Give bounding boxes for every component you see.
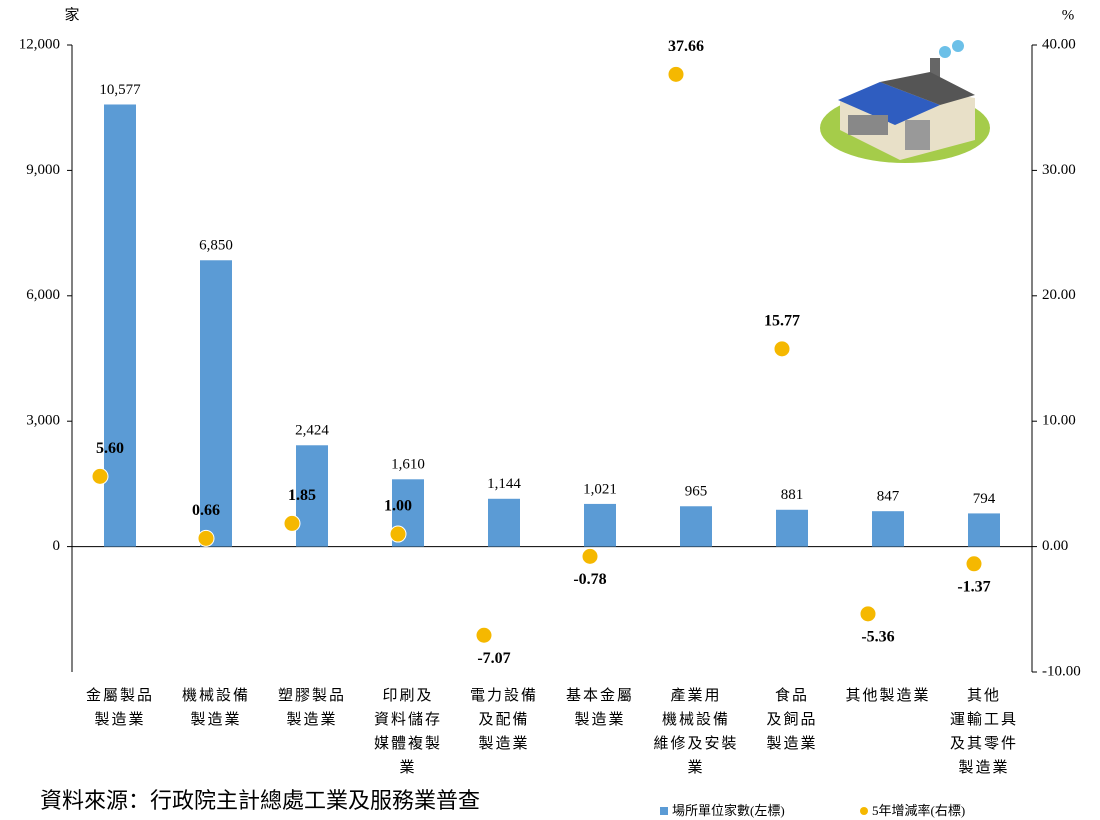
rate-dot bbox=[389, 525, 407, 543]
bar-value-label: 6,850 bbox=[199, 238, 233, 254]
source-note: 資料來源：行政院主計總處工業及服務業普查 bbox=[40, 788, 480, 813]
rate-value-label: -1.37 bbox=[957, 578, 990, 595]
x-tick-label: 印刷及 資料儲存 媒體複製 業 bbox=[373, 688, 442, 776]
x-tick-label: 其他製造業 bbox=[845, 688, 931, 704]
x-tick-label: 塑膠製品 製造業 bbox=[277, 688, 346, 728]
legend-label: 5年增減率(右標) bbox=[872, 803, 965, 818]
x-tick-label: 食品 及飼品 製造業 bbox=[766, 688, 818, 752]
rate-dot bbox=[581, 547, 599, 565]
bar bbox=[968, 513, 1000, 547]
bar bbox=[296, 445, 328, 547]
y-tick-label: 0 bbox=[53, 538, 61, 554]
x-tick-label: 其他 運輸工具 及其零件 製造業 bbox=[949, 688, 1018, 776]
rate-value-label: 37.66 bbox=[668, 38, 704, 55]
bar-value-label: 847 bbox=[877, 489, 900, 505]
bar bbox=[776, 509, 808, 547]
rate-value-label: -5.36 bbox=[861, 628, 894, 645]
bar-value-label: 1,144 bbox=[487, 476, 521, 492]
rate-dot bbox=[965, 555, 983, 573]
rate-value-label: 15.77 bbox=[764, 313, 800, 330]
y2-tick-label: 20.00 bbox=[1042, 287, 1076, 303]
bar-value-label: 965 bbox=[685, 484, 708, 500]
x-tick-label: 產業用 機械設備 維修及安裝 業 bbox=[653, 688, 739, 776]
bar bbox=[488, 498, 520, 547]
bar bbox=[680, 506, 712, 547]
x-tick-label: 金屬製品 製造業 bbox=[85, 688, 154, 728]
y-tick-label: 12,000 bbox=[19, 36, 60, 52]
bar-value-label: 881 bbox=[781, 487, 804, 503]
y-tick-label: 6,000 bbox=[26, 287, 60, 303]
rate-dot bbox=[283, 514, 301, 532]
rate-value-label: -0.78 bbox=[573, 571, 606, 588]
y2-axis-label: % bbox=[1062, 7, 1075, 23]
bar bbox=[200, 260, 232, 547]
bar-value-label: 1,610 bbox=[391, 457, 425, 473]
legend-marker bbox=[660, 807, 668, 815]
y-axis-label: 家 bbox=[64, 6, 79, 23]
bar-value-label: 1,021 bbox=[583, 481, 617, 497]
legend-label: 場所單位家數(左標) bbox=[672, 803, 785, 818]
y2-tick-label: 10.00 bbox=[1042, 413, 1076, 429]
y2-tick-label: 30.00 bbox=[1042, 162, 1076, 178]
y2-tick-label: 40.00 bbox=[1042, 36, 1076, 52]
y2-tick-label: 0.00 bbox=[1042, 538, 1068, 554]
bar-value-label: 2,424 bbox=[295, 423, 329, 439]
x-tick-label: 電力設備 及配備 製造業 bbox=[469, 688, 538, 752]
legend-marker bbox=[860, 807, 868, 815]
rate-value-label: 5.60 bbox=[96, 440, 124, 457]
bar bbox=[104, 104, 136, 547]
rate-dot bbox=[773, 340, 791, 358]
bar-value-label: 10,577 bbox=[99, 82, 141, 98]
bar bbox=[872, 511, 904, 547]
y2-tick-label: -10.00 bbox=[1042, 663, 1081, 679]
y-tick-label: 9,000 bbox=[26, 162, 60, 178]
y-tick-label: 3,000 bbox=[26, 413, 60, 429]
rate-value-label: 0.66 bbox=[192, 502, 220, 519]
x-tick-label: 基本金屬 製造業 bbox=[565, 688, 634, 728]
rate-dot bbox=[91, 467, 109, 485]
bar-value-label: 794 bbox=[973, 491, 996, 507]
rate-dot bbox=[859, 605, 877, 623]
rate-dot bbox=[475, 626, 493, 644]
rate-dot bbox=[197, 529, 215, 547]
x-tick-label: 機械設備 製造業 bbox=[181, 688, 250, 728]
bar bbox=[584, 503, 616, 547]
rate-value-label: 1.85 bbox=[288, 487, 316, 504]
rate-value-label: 1.00 bbox=[384, 498, 412, 515]
factory-icon bbox=[820, 40, 990, 163]
rate-dot bbox=[667, 65, 685, 83]
rate-value-label: -7.07 bbox=[477, 650, 510, 667]
